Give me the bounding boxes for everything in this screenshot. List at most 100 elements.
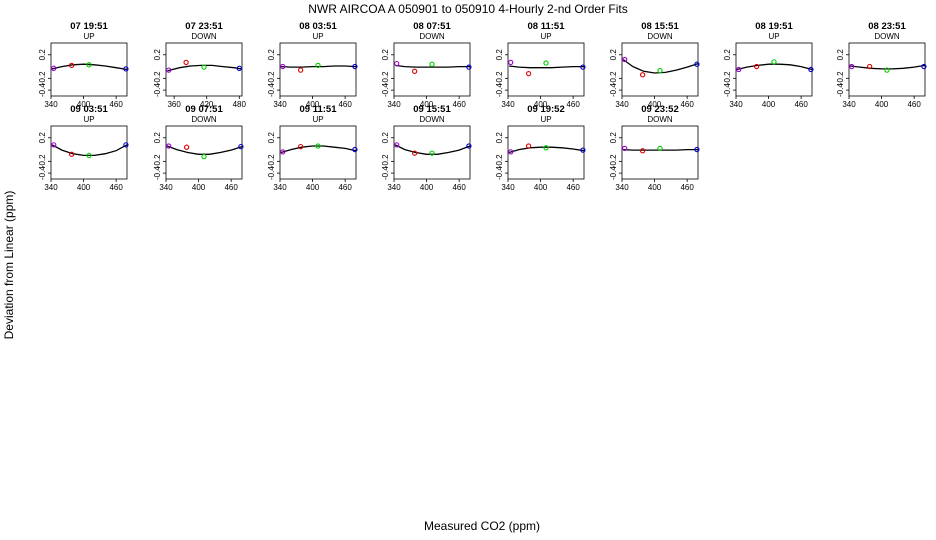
x-tick-label: 400 bbox=[420, 183, 434, 192]
y-tick-label: 0.2 bbox=[609, 132, 618, 144]
panel-direction: DOWN bbox=[191, 115, 217, 124]
panel-title: 07 23:51 bbox=[185, 21, 223, 32]
data-point bbox=[543, 145, 549, 151]
data-point bbox=[580, 147, 586, 153]
y-tick-label: 0.2 bbox=[267, 49, 276, 61]
data-point bbox=[639, 72, 646, 78]
y-tick-label: -0.4 bbox=[723, 83, 732, 97]
panel-direction: DOWN bbox=[647, 115, 673, 124]
data-point bbox=[123, 66, 129, 72]
fit-curve bbox=[166, 145, 243, 155]
data-point bbox=[771, 59, 777, 65]
panel-title: 08 19:51 bbox=[755, 21, 793, 32]
y-tick-label: -0.4 bbox=[38, 166, 47, 180]
panel-title: 08 15:51 bbox=[641, 21, 679, 32]
panel-direction: UP bbox=[83, 115, 94, 124]
y-tick-label: -0.2 bbox=[153, 154, 162, 168]
panel-title: 09 11:51 bbox=[300, 104, 338, 115]
data-point bbox=[657, 68, 663, 74]
y-tick-label: -0.4 bbox=[609, 83, 618, 97]
y-tick-label: -0.2 bbox=[609, 71, 618, 85]
panel-direction: UP bbox=[768, 32, 779, 41]
y-tick-label: -0.4 bbox=[153, 83, 162, 97]
data-point bbox=[694, 61, 700, 67]
fit-curve bbox=[622, 58, 699, 74]
panel-direction: UP bbox=[312, 115, 323, 124]
x-tick-label: 460 bbox=[452, 183, 466, 192]
y-tick-label: -0.4 bbox=[381, 83, 390, 97]
panel-title: 08 11:51 bbox=[528, 21, 566, 32]
plot-frame bbox=[621, 42, 699, 97]
plot-frame bbox=[50, 125, 128, 180]
data-point bbox=[86, 62, 92, 68]
data-point bbox=[352, 146, 358, 153]
y-tick-label: -0.4 bbox=[495, 83, 504, 97]
panel-direction: UP bbox=[540, 115, 551, 124]
panel-title: 09 23:52 bbox=[641, 104, 679, 115]
x-tick-label: 400 bbox=[648, 183, 662, 192]
fit-curve bbox=[281, 65, 357, 68]
x-tick-label: 400 bbox=[77, 183, 91, 192]
data-point bbox=[123, 142, 129, 148]
y-axis-title: Deviation from Linear (ppm) bbox=[2, 191, 16, 340]
data-point bbox=[884, 67, 890, 73]
data-point bbox=[297, 67, 304, 73]
y-tick-label: -0.2 bbox=[495, 154, 504, 168]
data-point bbox=[352, 63, 358, 70]
y-tick-label: 0.2 bbox=[609, 49, 618, 61]
data-point bbox=[183, 144, 190, 150]
figure-title: NWR AIRCOA A 050901 to 050910 4-Hourly 2… bbox=[308, 2, 628, 16]
data-point bbox=[429, 61, 435, 67]
panel-direction: DOWN bbox=[647, 32, 673, 41]
plot-frame bbox=[507, 42, 585, 97]
data-point bbox=[201, 64, 207, 70]
x-tick-label: 340 bbox=[273, 183, 287, 192]
x-tick-label: 340 bbox=[387, 100, 401, 109]
data-point bbox=[849, 63, 855, 70]
fit-curve bbox=[51, 63, 128, 71]
data-point bbox=[280, 63, 286, 70]
x-tick-label: 340 bbox=[159, 183, 173, 192]
data-point bbox=[297, 143, 304, 150]
panel-title: 09 19:52 bbox=[527, 104, 565, 115]
x-tick-label: 400 bbox=[192, 183, 206, 192]
y-tick-label: 0.2 bbox=[723, 49, 732, 61]
y-tick-label: -0.2 bbox=[38, 154, 47, 168]
data-point bbox=[68, 62, 75, 69]
x-tick-label: 460 bbox=[224, 183, 238, 192]
y-tick-label: 0.2 bbox=[38, 132, 47, 144]
x-tick-label: 460 bbox=[794, 100, 808, 109]
y-tick-label: 0.2 bbox=[153, 49, 162, 61]
data-point bbox=[68, 151, 75, 157]
panel-title: 09 07:51 bbox=[185, 104, 223, 115]
fit-curve bbox=[736, 63, 813, 71]
data-point bbox=[639, 148, 646, 154]
panel-direction: DOWN bbox=[419, 115, 445, 124]
data-point bbox=[315, 143, 321, 149]
panel-title: 09 15:51 bbox=[413, 104, 451, 115]
y-tick-label: -0.4 bbox=[38, 83, 47, 97]
plot-frame bbox=[507, 125, 585, 180]
panel-direction: DOWN bbox=[874, 32, 900, 41]
y-tick-label: 0.2 bbox=[153, 132, 162, 144]
data-point bbox=[183, 59, 189, 66]
plot-frame bbox=[279, 42, 357, 97]
y-tick-label: -0.2 bbox=[267, 154, 276, 168]
x-tick-label: 340 bbox=[842, 100, 856, 109]
data-point bbox=[622, 56, 628, 63]
x-tick-label: 400 bbox=[420, 100, 434, 109]
x-tick-label: 340 bbox=[273, 100, 287, 109]
x-tick-label: 460 bbox=[338, 183, 352, 192]
panel-direction: UP bbox=[540, 32, 551, 41]
panel-title: 07 19:51 bbox=[70, 21, 108, 32]
plot-frame bbox=[393, 42, 471, 97]
plot-frame bbox=[621, 125, 699, 180]
